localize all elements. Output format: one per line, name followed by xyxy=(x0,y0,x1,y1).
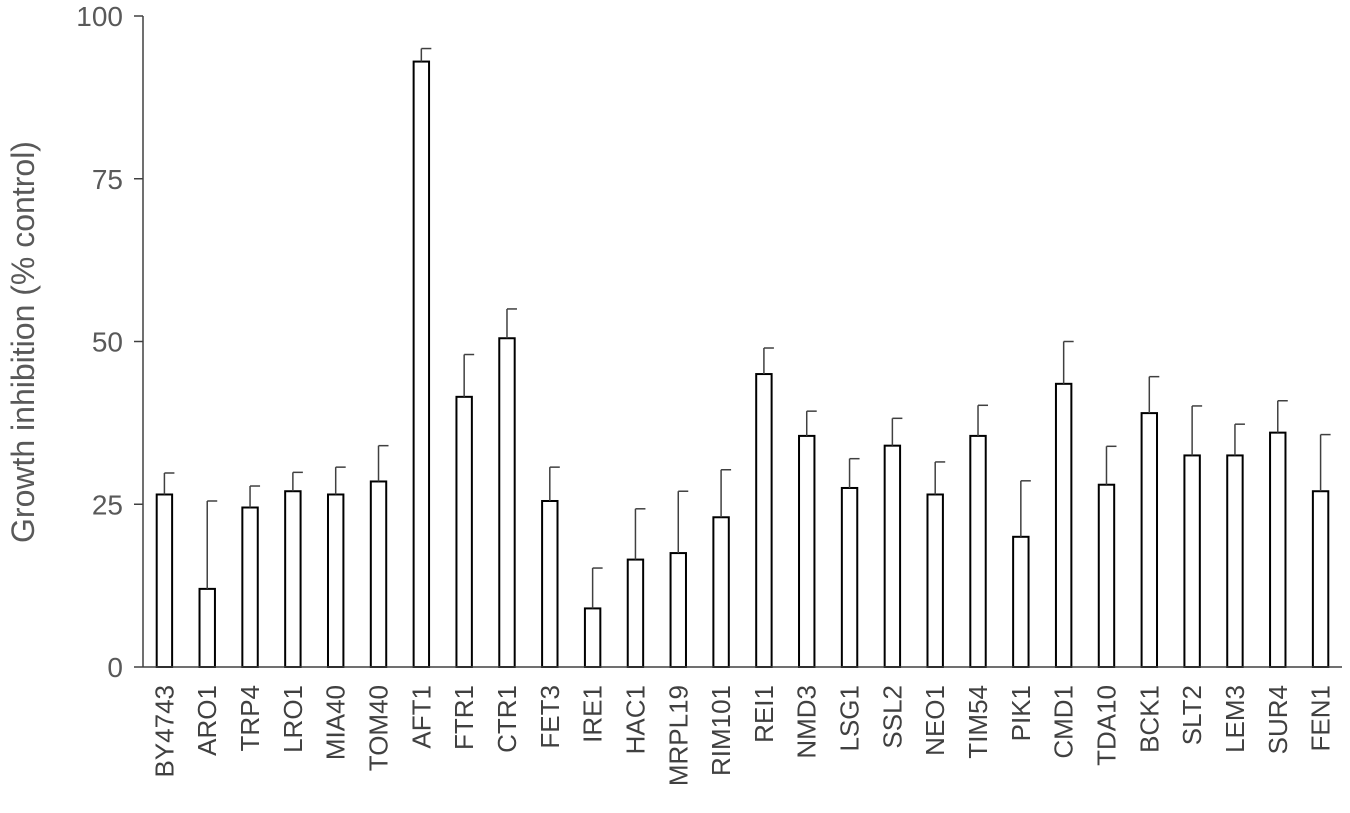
x-category-label: RIM101 xyxy=(706,685,736,776)
x-category-label: LRO1 xyxy=(278,685,308,753)
bar xyxy=(755,373,773,668)
x-category-label: TIM54 xyxy=(963,685,993,759)
x-category-label: CTR1 xyxy=(492,685,522,753)
x-category-label: MIA40 xyxy=(321,685,351,760)
bar xyxy=(284,490,302,669)
x-category-label: CMD1 xyxy=(1049,685,1079,759)
bar xyxy=(1226,454,1244,668)
bar xyxy=(1269,431,1287,669)
bar xyxy=(969,434,987,668)
x-category-label: SUR4 xyxy=(1263,685,1293,754)
x-category-label: TRP4 xyxy=(235,685,265,751)
x-category-label: FTR1 xyxy=(449,685,479,750)
y-tick-label: 25 xyxy=(92,489,123,520)
bar xyxy=(326,493,345,668)
bar xyxy=(1097,483,1116,668)
error-bars xyxy=(163,47,1331,609)
x-axis-labels: BY4743 ARO1 TRP4 LRO1 MIA40 TOM40 AFT1 FTR1 CTR1… xyxy=(149,685,1335,786)
x-category-label: LSG1 xyxy=(835,685,865,752)
bar xyxy=(1311,490,1330,669)
x-category-label: AFT1 xyxy=(406,685,436,749)
bar xyxy=(840,486,859,668)
x-category-label: LEM3 xyxy=(1220,685,1250,753)
x-category-label: BY4743 xyxy=(149,685,179,778)
x-category-label: SLT2 xyxy=(1177,685,1207,745)
bar xyxy=(1012,535,1030,668)
bar xyxy=(1183,454,1201,668)
x-category-label: SSL2 xyxy=(877,685,907,749)
y-tick-label: 0 xyxy=(107,652,123,683)
x-category-label: REI1 xyxy=(749,685,779,743)
y-axis-ticks: 0 25 50 75 100 xyxy=(76,1,143,683)
x-category-label: NEO1 xyxy=(920,685,950,756)
x-category-label: TDA10 xyxy=(1091,685,1121,766)
bar xyxy=(712,516,730,669)
x-category-label: IRE1 xyxy=(578,685,608,743)
x-category-label: FEN1 xyxy=(1306,685,1336,751)
x-category-label: NMD3 xyxy=(792,685,822,759)
bar xyxy=(241,506,259,668)
y-axis-title: Growth inhibition (% control) xyxy=(5,141,41,543)
x-category-label: MRPL19 xyxy=(663,685,693,786)
bar xyxy=(498,337,516,668)
bar xyxy=(883,444,902,668)
bars xyxy=(155,60,1330,669)
bar xyxy=(155,493,174,668)
bar xyxy=(669,552,687,669)
bar xyxy=(626,558,645,669)
y-tick-label: 100 xyxy=(76,1,123,32)
bar xyxy=(198,587,216,669)
bar xyxy=(455,395,473,668)
bar xyxy=(1054,382,1073,668)
bar xyxy=(798,434,816,668)
x-category-label: BCK1 xyxy=(1134,685,1164,753)
y-tick-label: 50 xyxy=(92,327,123,358)
y-tick-label: 75 xyxy=(92,164,123,195)
x-category-label: TOM40 xyxy=(364,685,394,771)
bar xyxy=(1140,412,1159,668)
x-category-label: FET3 xyxy=(535,685,565,749)
axes xyxy=(142,16,1342,668)
bar xyxy=(926,493,944,668)
x-category-label: ARO1 xyxy=(192,685,222,756)
bar xyxy=(369,480,388,668)
bar xyxy=(583,607,602,668)
x-category-label: HAC1 xyxy=(620,685,650,754)
x-category-label: PIK1 xyxy=(1006,685,1036,741)
bar xyxy=(412,60,431,668)
bar xyxy=(541,499,559,668)
